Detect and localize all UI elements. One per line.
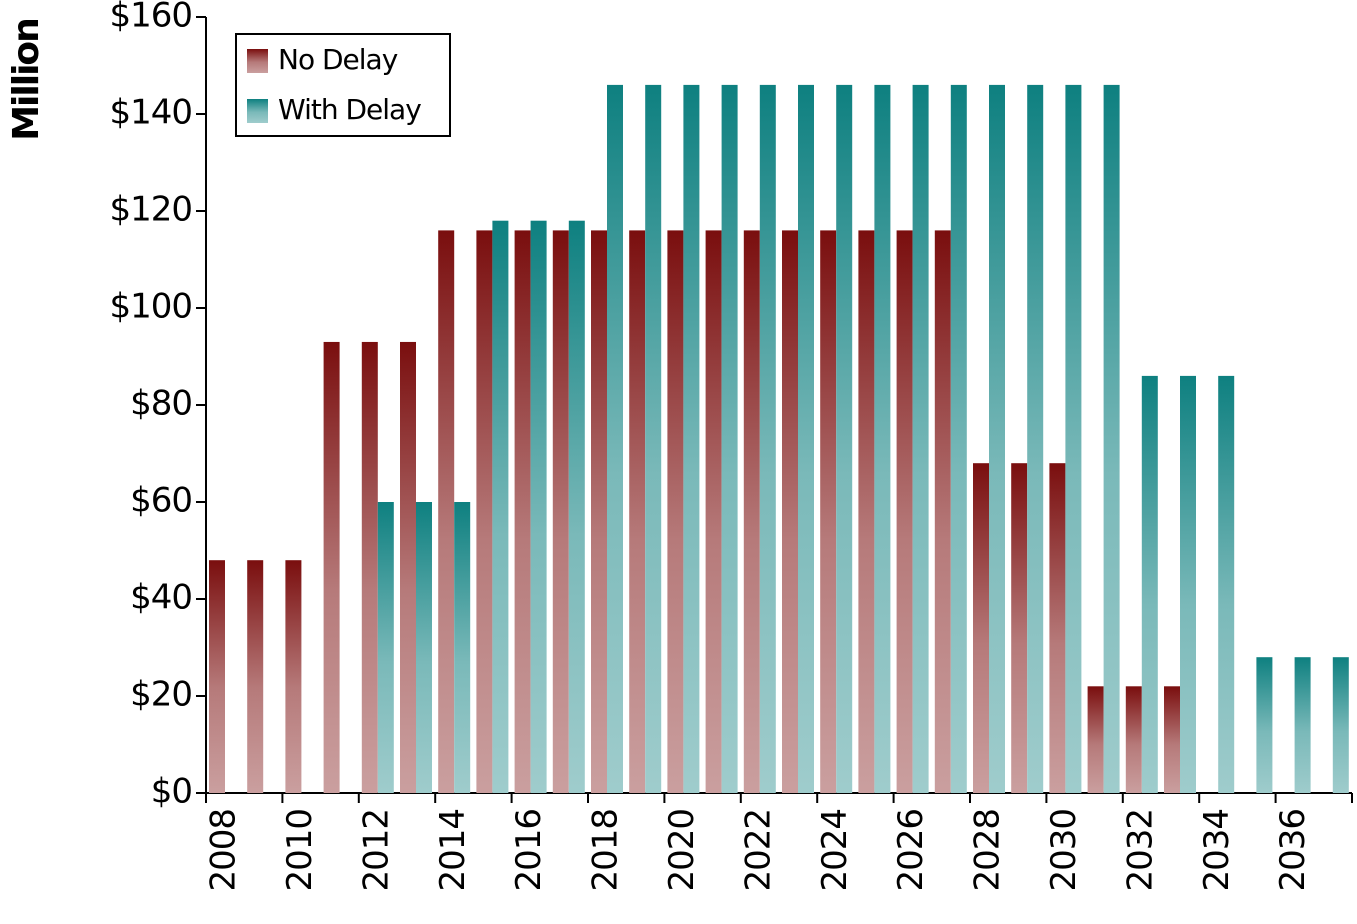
bar xyxy=(1065,84,1082,793)
x-tick-label: 2020 xyxy=(662,809,702,892)
bar xyxy=(896,230,913,793)
x-tick-label: 2036 xyxy=(1273,809,1313,892)
legend-label: With Delay xyxy=(278,93,421,126)
bar xyxy=(1141,375,1158,793)
bar xyxy=(759,84,776,793)
y-tick-label: $60 xyxy=(130,481,192,521)
bar xyxy=(1164,686,1180,793)
bar xyxy=(989,84,1005,793)
bar xyxy=(705,230,722,793)
bar xyxy=(912,84,929,793)
bar xyxy=(377,502,394,793)
bar xyxy=(1125,686,1142,793)
bar xyxy=(247,560,264,793)
x-tick-label: 2034 xyxy=(1197,809,1237,892)
bar xyxy=(323,341,340,793)
bar xyxy=(1027,84,1044,793)
bar xyxy=(629,230,646,793)
bar xyxy=(934,230,951,793)
bar xyxy=(1256,657,1273,793)
bar xyxy=(1103,84,1120,793)
x-tick-label: 2026 xyxy=(891,809,931,892)
bar xyxy=(667,230,684,793)
bar xyxy=(1049,463,1066,793)
bar xyxy=(568,220,585,793)
y-tick-label: $140 xyxy=(109,93,192,133)
y-tick-label: $0 xyxy=(151,772,192,812)
x-tick-label: 2014 xyxy=(433,809,473,892)
bar xyxy=(950,84,967,793)
bar xyxy=(1332,657,1349,793)
bar xyxy=(530,220,547,793)
bar xyxy=(591,230,607,793)
bar xyxy=(209,560,225,793)
bar xyxy=(798,84,814,793)
x-tick-label: 2024 xyxy=(815,809,855,892)
x-tick-label: 2008 xyxy=(204,809,244,892)
y-tick-label: $100 xyxy=(109,287,192,327)
bar xyxy=(552,230,569,793)
bar xyxy=(476,230,493,793)
bar xyxy=(820,230,837,793)
bar xyxy=(607,84,623,793)
bar xyxy=(1218,375,1235,793)
bar xyxy=(492,220,509,793)
bar xyxy=(1294,657,1311,793)
x-tick-label: 2018 xyxy=(586,809,626,892)
bar xyxy=(514,230,531,793)
x-tick-label: 2028 xyxy=(968,809,1008,892)
bar xyxy=(874,84,891,793)
bar xyxy=(782,230,798,793)
x-tick-label: 2030 xyxy=(1044,809,1084,892)
y-tick-label: $40 xyxy=(130,578,192,618)
bar xyxy=(361,341,378,793)
bar xyxy=(645,84,662,793)
bar xyxy=(973,463,989,793)
bar xyxy=(858,230,875,793)
legend-swatch xyxy=(247,99,268,123)
y-axis-title: Million xyxy=(6,19,47,141)
bar xyxy=(438,230,455,793)
y-tick-label: $80 xyxy=(130,384,192,424)
bar xyxy=(416,502,432,793)
bar xyxy=(721,84,738,793)
bar xyxy=(1180,375,1196,793)
bar xyxy=(836,84,853,793)
bar xyxy=(454,502,471,793)
bar xyxy=(683,84,700,793)
y-tick-label: $160 xyxy=(109,0,192,36)
x-tick-label: 2012 xyxy=(356,809,396,892)
x-tick-label: 2022 xyxy=(738,809,778,892)
bar xyxy=(743,230,760,793)
legend-box xyxy=(235,33,451,137)
bar xyxy=(1011,463,1028,793)
x-tick-label: 2016 xyxy=(509,809,549,892)
bar xyxy=(400,341,416,793)
y-tick-label: $120 xyxy=(109,190,192,230)
y-tick-label: $20 xyxy=(130,675,192,715)
bar xyxy=(1087,686,1104,793)
legend-label: No Delay xyxy=(278,43,398,76)
legend-swatch xyxy=(247,49,268,73)
x-tick-label: 2032 xyxy=(1120,809,1160,892)
x-tick-label: 2010 xyxy=(280,809,320,892)
bar xyxy=(285,560,302,793)
